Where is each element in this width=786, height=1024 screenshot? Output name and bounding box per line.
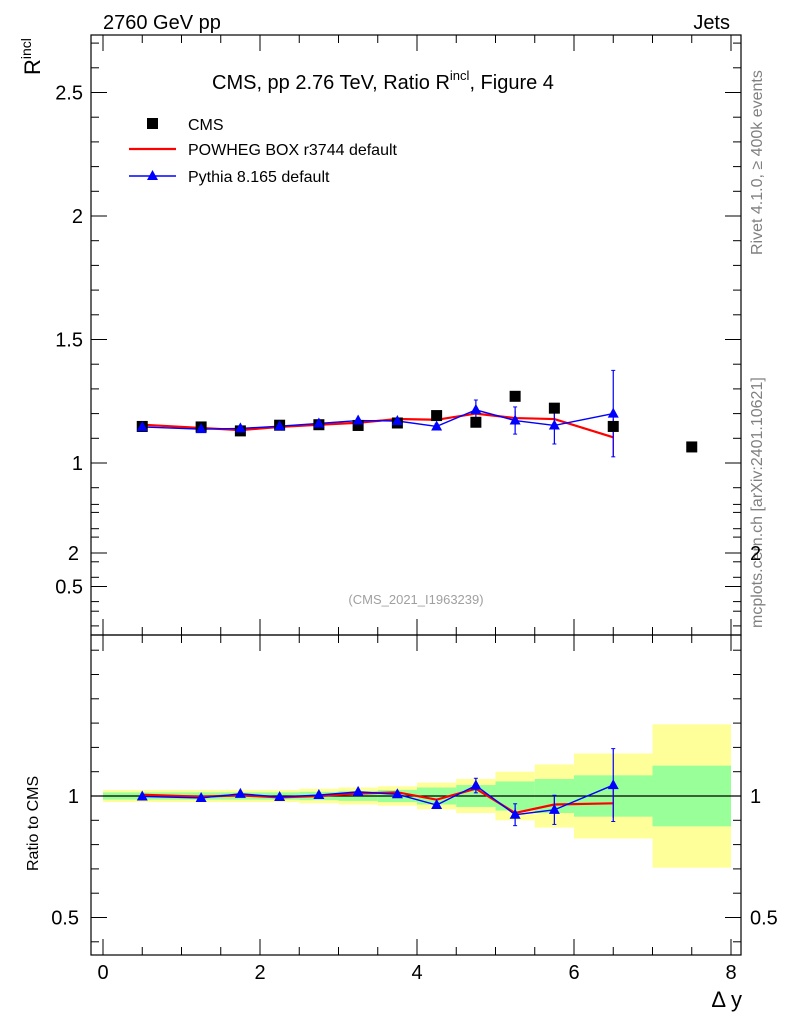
header-left: 2760 GeV pp bbox=[103, 12, 221, 34]
main-panel: 0.511.522.5 CMS, pp 2.76 TeV, Ratio Rinc… bbox=[18, 34, 742, 636]
ratio-pythia-marker bbox=[136, 790, 148, 801]
cms-data-point bbox=[470, 416, 482, 428]
pythia-marker bbox=[195, 423, 207, 434]
legend-cms-marker bbox=[147, 118, 158, 129]
ratio-pythia-line bbox=[142, 784, 614, 816]
ratio-x-tick-label: 4 bbox=[411, 962, 422, 984]
ratio-x-tick-label: 8 bbox=[725, 962, 736, 984]
ratio-panel: 0.5 0.5 1 1 2 2 0 2 4 6 8 Ratio to CMS Δ y bbox=[25, 503, 778, 1012]
ylabel-sup: incl bbox=[18, 38, 34, 59]
mcplots-label: mcplots.cern.ch [arXiv:2401.10621] bbox=[749, 377, 766, 628]
pythia-marker bbox=[431, 420, 443, 431]
main-y-tick-label: 1 bbox=[72, 453, 83, 475]
main-axes: 0.5 1 1.5 2 2.5 bbox=[55, 35, 741, 635]
cms-data-point bbox=[548, 402, 560, 414]
legend-powheg-label: POWHEG BOX r3744 default bbox=[188, 142, 398, 159]
cms-data-point bbox=[607, 420, 619, 432]
pythia-line bbox=[142, 409, 614, 430]
ratio-y-tick-label-right: 1 bbox=[750, 786, 761, 808]
y-axis-label: Rincl bbox=[18, 38, 45, 75]
ratio-pythia-marker bbox=[234, 787, 246, 798]
cms-data-point bbox=[686, 441, 698, 453]
ylabel-main: R bbox=[20, 59, 45, 75]
cms-data-point bbox=[431, 410, 443, 422]
x-axis-label: Δ y bbox=[711, 987, 742, 1012]
main-y-tick-label: 1.5 bbox=[55, 330, 83, 352]
pythia-marker bbox=[391, 415, 403, 426]
ratio-pythia-marker bbox=[607, 779, 619, 790]
ratio-pythia-marker bbox=[313, 789, 325, 800]
main-y-tick-label: 2 bbox=[72, 206, 83, 228]
header-right: Jets bbox=[693, 12, 730, 34]
ratio-y-axis-label: Ratio to CMS bbox=[25, 776, 42, 871]
pythia-marker bbox=[234, 422, 246, 433]
cms-data-point bbox=[509, 390, 521, 402]
powheg-line bbox=[142, 412, 614, 439]
ratio-pythia-marker bbox=[391, 788, 403, 799]
title-tail: , Figure 4 bbox=[469, 72, 553, 94]
ratio-y-tick-label: 0.5 bbox=[51, 908, 79, 930]
ratio-x-tick-label: 2 bbox=[254, 962, 265, 984]
ratio-y-tick-label-right: 0.5 bbox=[750, 908, 778, 930]
ratio-pythia-marker bbox=[548, 803, 560, 814]
ratio-y-tick-label: 1 bbox=[68, 786, 79, 808]
title-main: CMS, pp 2.76 TeV, Ratio R bbox=[212, 72, 450, 94]
ratio-x-tick-label: 6 bbox=[568, 962, 579, 984]
ratio-pythia-marker bbox=[470, 779, 482, 790]
plot-title: CMS, pp 2.76 TeV, Ratio Rincl, Figure 4 bbox=[212, 68, 554, 94]
main-y-tick-label: 2.5 bbox=[55, 83, 83, 105]
cms-data-point bbox=[352, 419, 364, 431]
ratio-pythia-marker bbox=[431, 798, 443, 809]
ratio-pythia-marker bbox=[509, 808, 521, 819]
pythia-marker bbox=[136, 420, 148, 431]
legend-cms-label: CMS bbox=[188, 117, 224, 134]
pythia-marker bbox=[352, 414, 364, 425]
pythia-marker bbox=[607, 407, 619, 418]
pythia-marker bbox=[548, 419, 560, 430]
main-y-tick-label: 0.5 bbox=[55, 577, 83, 599]
ratio-frame bbox=[90, 634, 742, 956]
ratio-x-tick-label: 0 bbox=[97, 962, 108, 984]
rivet-version-label: Rivet 4.1.0, ≥ 400k events bbox=[749, 70, 766, 255]
main-data-layer bbox=[136, 369, 698, 458]
ratio-pythia-marker bbox=[274, 790, 286, 801]
ratio-y-tick-label: 2 bbox=[68, 543, 79, 565]
ratio-axes: 0.5 0.5 1 1 2 2 0 2 4 6 8 bbox=[51, 503, 778, 984]
analysis-watermark: (CMS_2021_I1963239) bbox=[348, 592, 483, 607]
legend: CMS POWHEG BOX r3744 default Pythia 8.16… bbox=[129, 117, 398, 186]
ratio-pythia-marker bbox=[195, 791, 207, 802]
title-sup: incl bbox=[450, 68, 470, 83]
ratio-pythia-marker bbox=[352, 785, 364, 796]
ratio-y-tick-label-right: 2 bbox=[750, 543, 761, 565]
legend-pythia-label: Pythia 8.165 default bbox=[188, 169, 330, 186]
pythia-marker bbox=[509, 414, 521, 425]
pythia-marker bbox=[313, 417, 325, 428]
legend-pythia-marker bbox=[147, 170, 158, 180]
ratio-data-layer bbox=[136, 748, 619, 827]
pythia-marker bbox=[274, 420, 286, 431]
pythia-marker bbox=[470, 403, 482, 414]
